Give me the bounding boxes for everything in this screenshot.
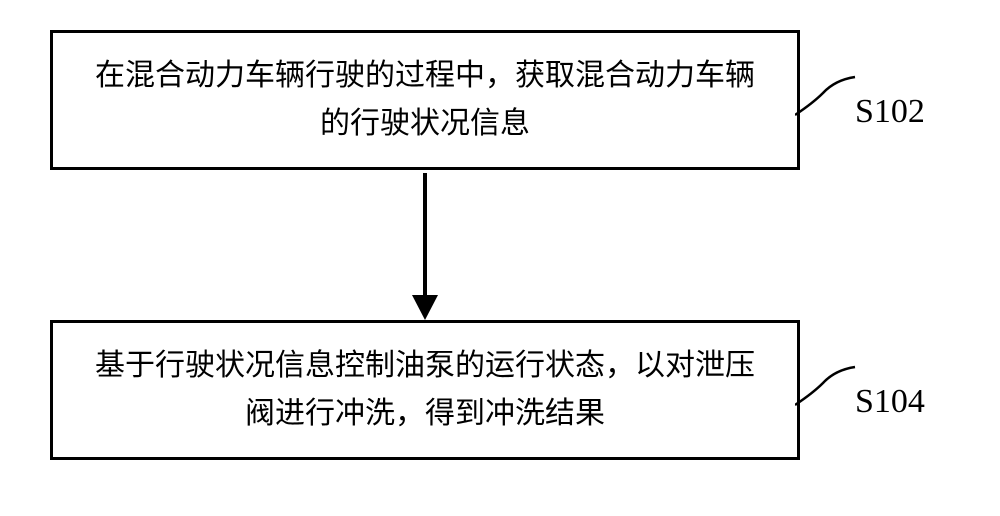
step-label-2: S104 (855, 383, 925, 421)
connector-curve-2 (795, 365, 860, 410)
flow-step-2-text: 基于行驶状况信息控制油泵的运行状态，以对泄压阀进行冲洗，得到冲洗结果 (83, 342, 767, 438)
arrow-connector-line (423, 173, 427, 303)
arrow-connector-head (412, 295, 438, 320)
flow-step-2-box: 基于行驶状况信息控制油泵的运行状态，以对泄压阀进行冲洗，得到冲洗结果 (50, 320, 800, 460)
step-label-1: S102 (855, 93, 925, 131)
flow-step-1-text: 在混合动力车辆行驶的过程中，获取混合动力车辆的行驶状况信息 (83, 52, 767, 148)
flow-step-1-box: 在混合动力车辆行驶的过程中，获取混合动力车辆的行驶状况信息 (50, 30, 800, 170)
connector-curve-1 (795, 75, 860, 120)
flowchart-container: 在混合动力车辆行驶的过程中，获取混合动力车辆的行驶状况信息 S102 基于行驶状… (0, 0, 1000, 516)
